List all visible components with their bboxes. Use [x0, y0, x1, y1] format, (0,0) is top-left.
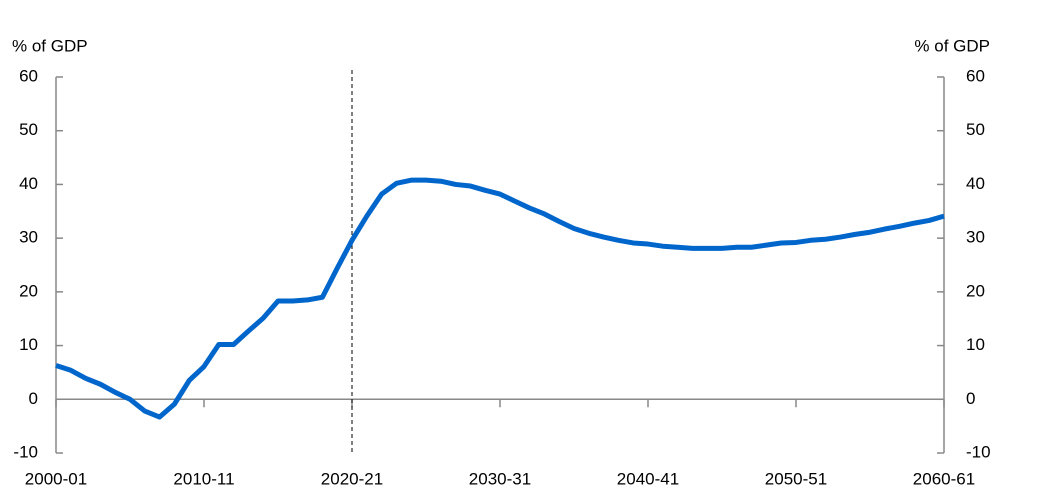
x-tick-label: 2020-21 — [321, 469, 383, 488]
y2-tick-label: 30 — [966, 228, 985, 247]
y2-tick-label: 50 — [966, 120, 985, 139]
y-tick-label: 20 — [19, 281, 38, 300]
y-tick-label: 40 — [19, 174, 38, 193]
y-tick-label: -10 — [13, 442, 38, 461]
y-tick-label: 10 — [19, 335, 38, 354]
y2-tick-label: 0 — [966, 389, 975, 408]
data-line — [55, 177, 945, 420]
y-tick-label: 60 — [19, 66, 38, 85]
y-tick-label: 0 — [29, 389, 38, 408]
x-tick-label: 2040-41 — [617, 469, 679, 488]
y2-tick-label: 20 — [966, 281, 985, 300]
x-tick-label: 2030-31 — [469, 469, 531, 488]
y2-tick-label: 40 — [966, 174, 985, 193]
y-tick-label: 50 — [19, 120, 38, 139]
x-tick-label: 2060-61 — [913, 469, 975, 488]
y-tick-label: 30 — [19, 228, 38, 247]
x-tick-label: 2010-11 — [173, 469, 234, 488]
y2-tick-label: -10 — [966, 442, 991, 461]
y-axis-label: % of GDP — [12, 36, 88, 55]
y2-tick-label: 10 — [966, 335, 985, 354]
x-tick-label: 2050-51 — [765, 469, 827, 488]
y2-axis-label: % of GDP — [914, 36, 990, 55]
y2-tick-label: 60 — [966, 66, 985, 85]
x-tick-label: 2000-01 — [25, 469, 87, 488]
